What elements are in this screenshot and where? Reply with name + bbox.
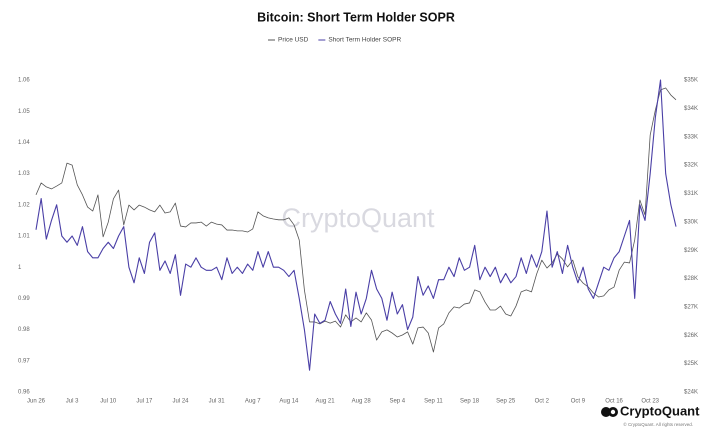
y2-tick-label: $28K	[684, 276, 698, 282]
legend-label: Short Term Holder SOPR	[328, 37, 401, 44]
x-tick-label: Jul 10	[100, 399, 117, 405]
x-tick-label: Aug 21	[316, 399, 336, 405]
chart-title: Bitcoin: Short Term Holder SOPR	[257, 10, 455, 24]
x-tick-label: Aug 14	[279, 399, 299, 405]
series-line	[35, 79, 677, 371]
y-tick-label: 0.98	[18, 327, 30, 333]
y-tick-label: 0.96	[18, 390, 30, 396]
x-tick-label: Jun 26	[27, 399, 46, 405]
y-tick-label: 1.02	[18, 202, 30, 208]
x-tick-label: Oct 16	[605, 399, 623, 405]
y2-tick-label: $34K	[684, 106, 698, 112]
x-tick-label: Aug 28	[352, 399, 372, 405]
y2-tick-label: $26K	[684, 333, 698, 339]
x-tick-label: Sep 11	[424, 399, 443, 405]
y-tick-label: 1.01	[18, 234, 30, 240]
x-tick-label: Sep 4	[389, 399, 405, 405]
watermark: CryptoQuant	[281, 203, 435, 233]
y2-tick-label: $30K	[684, 219, 698, 225]
y2-tick-label: $27K	[684, 304, 698, 310]
y-tick-label: 0.97	[18, 358, 30, 364]
y-tick-label: 1.03	[18, 171, 30, 177]
x-tick-label: Oct 2	[535, 399, 550, 405]
y-tick-label: 1.05	[18, 109, 30, 115]
series-line	[35, 87, 677, 353]
x-tick-label: Jul 31	[209, 399, 226, 405]
y2-tick-label: $32K	[684, 163, 698, 169]
x-tick-label: Oct 23	[641, 399, 659, 405]
x-tick-label: Jul 24	[173, 399, 190, 405]
y2-tick-label: $29K	[684, 248, 698, 254]
logo-text: CryptoQuant	[620, 403, 700, 418]
y2-tick-label: $31K	[684, 191, 698, 197]
y-tick-label: 1.06	[18, 78, 30, 84]
x-tick-label: Jul 3	[66, 399, 79, 405]
legend-label: Price USD	[278, 37, 309, 44]
copyright: © CryptoQuant. All rights reserved.	[623, 421, 693, 427]
x-tick-label: Oct 9	[571, 399, 586, 405]
x-tick-label: Jul 17	[136, 399, 153, 405]
x-tick-label: Sep 25	[496, 399, 516, 405]
y-tick-label: 1	[18, 265, 22, 271]
y2-tick-label: $25K	[684, 361, 698, 367]
y-tick-label: 0.99	[18, 296, 30, 302]
y-tick-label: 1.04	[18, 140, 30, 146]
logo-icon	[601, 407, 618, 417]
y2-tick-label: $33K	[684, 134, 698, 140]
x-tick-label: Aug 7	[245, 399, 261, 405]
y2-tick-label: $24K	[684, 390, 698, 396]
x-tick-label: Sep 18	[460, 399, 480, 405]
y2-tick-label: $35K	[684, 78, 698, 84]
